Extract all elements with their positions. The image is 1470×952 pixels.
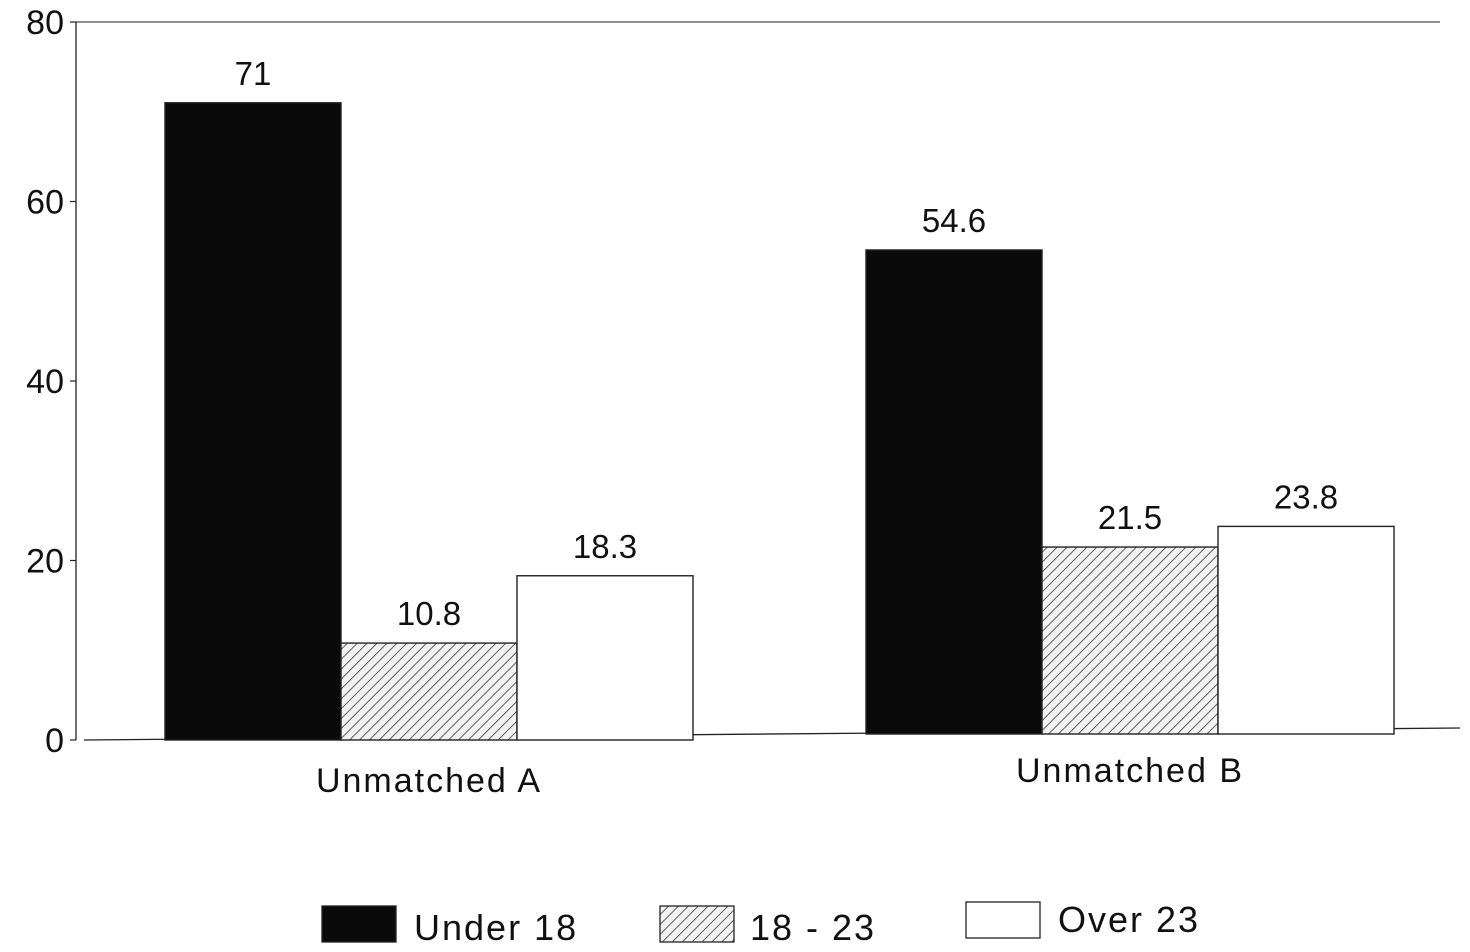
data-label: 10.8 [397,595,461,632]
category-label: Unmatched A [316,762,542,800]
legend-label: Under 18 [414,907,578,948]
legend: Under 18 18 - 23 Over 23 [321,899,1200,948]
data-label: 18.3 [573,528,637,565]
y-tick-label: 60 [26,184,64,222]
data-label: 23.8 [1274,478,1338,515]
x-axis: Unmatched A Unmatched B [316,752,1244,800]
bars [164,102,1395,741]
data-labels: 71 10.8 18.3 54.6 21.5 23.8 [235,55,1338,632]
bar-under-18-unmatched-b [865,249,1043,735]
y-tick-label: 20 [26,543,64,581]
legend-swatch [659,905,735,943]
data-label: 71 [235,55,272,92]
category-label: Unmatched B [1016,752,1244,790]
y-tick-label: 40 [26,363,64,401]
bar-over-23-unmatched-a [516,575,694,741]
y-axis: 0 20 40 60 80 [26,4,76,760]
legend-label: 18 - 23 [750,907,876,948]
bar-18-23-unmatched-b [1041,546,1219,735]
bar-under-18-unmatched-a [164,102,342,741]
legend-label: Over 23 [1058,899,1200,940]
data-label: 54.6 [922,202,986,239]
y-tick-label: 80 [26,4,64,42]
data-label: 21.5 [1098,499,1162,536]
legend-swatch [321,905,397,943]
legend-swatch [965,901,1041,939]
bar-18-23-unmatched-a [340,642,518,741]
y-tick-label: 0 [45,722,64,760]
bar-over-23-unmatched-b [1217,525,1395,735]
